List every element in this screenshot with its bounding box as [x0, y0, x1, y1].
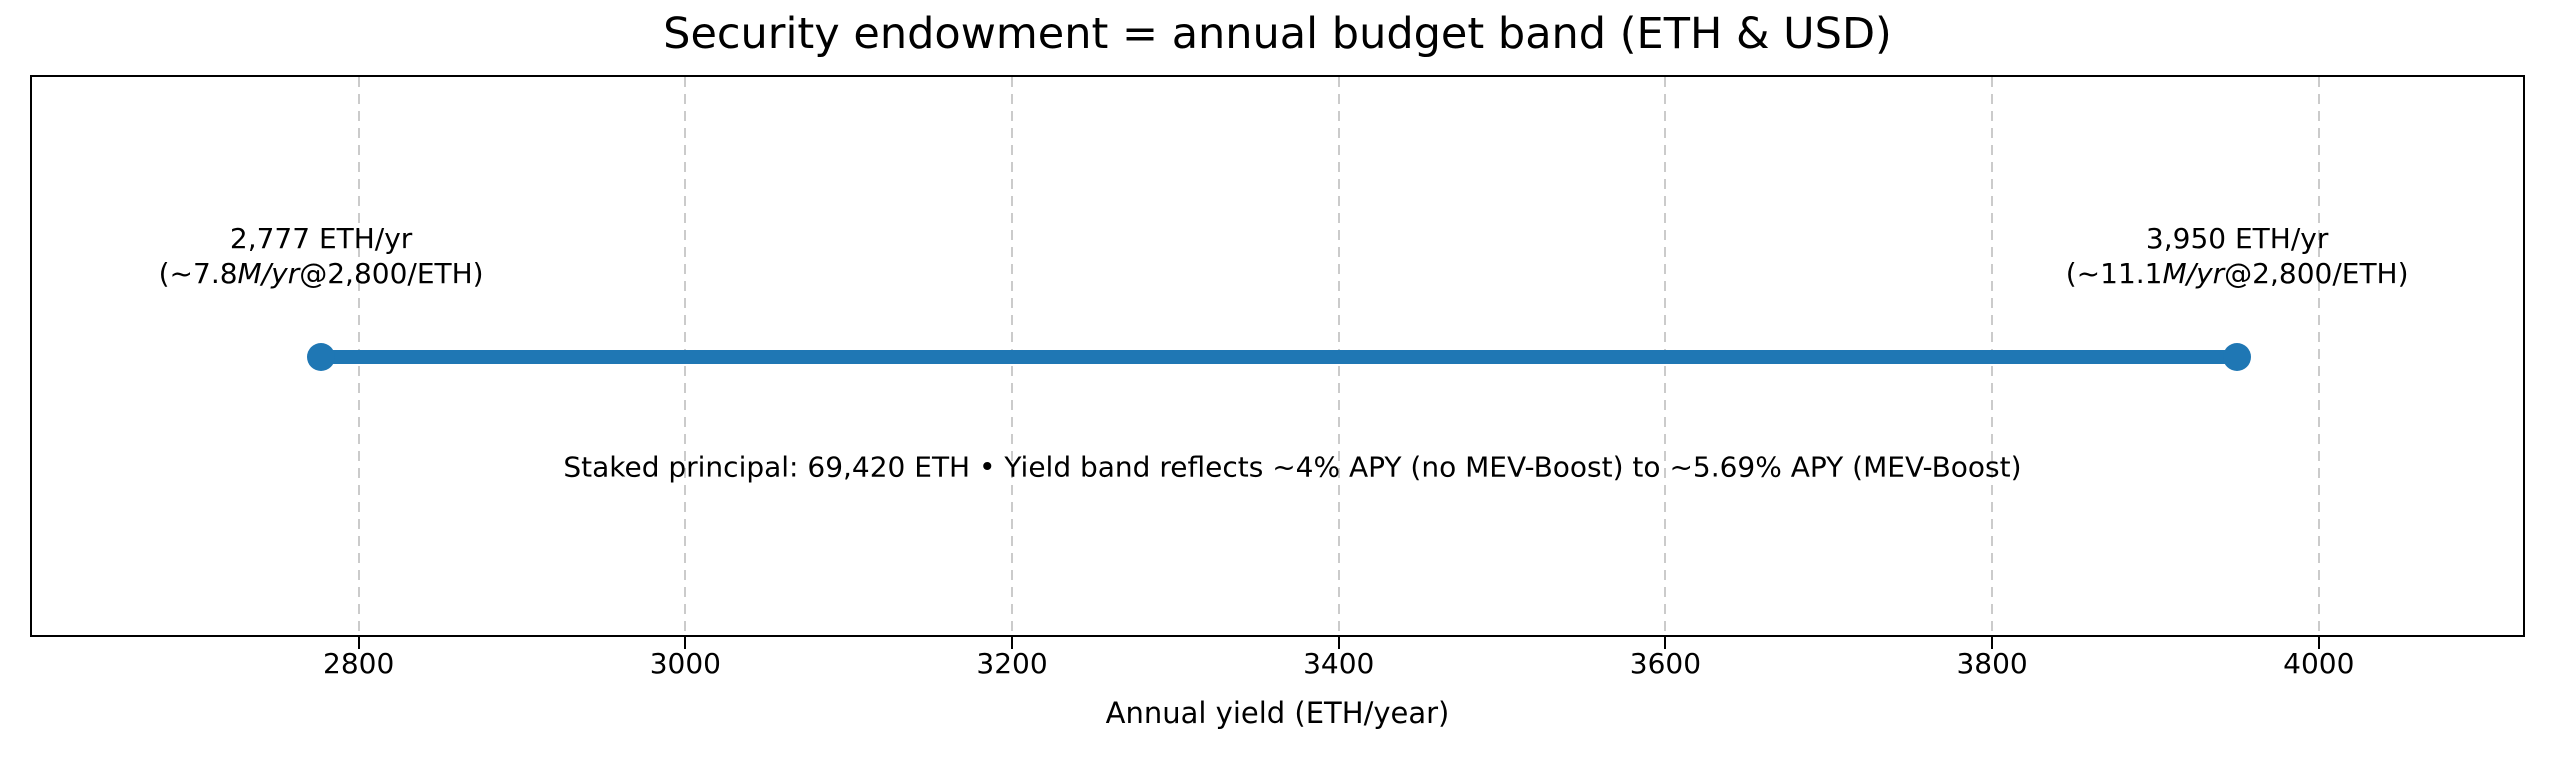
- x-tick-label: 2800: [323, 647, 395, 680]
- x-tick-mark: [357, 635, 360, 649]
- annotation-segment-italic: M/yr: [237, 256, 300, 290]
- chart-title: Security endowment = annual budget band …: [663, 9, 1892, 59]
- x-tick-label: 3400: [1303, 647, 1375, 680]
- x-tick-label: 3800: [1956, 647, 2028, 680]
- annotation-band-low-label: 2,777 ETH/yr (~7.8M/yr@2,800/ETH): [159, 221, 484, 291]
- x-tick-mark: [2317, 635, 2320, 649]
- annotation-line: (~7.8M/yr@2,800/ETH): [159, 256, 484, 291]
- x-tick-mark: [684, 635, 687, 649]
- x-gridline: [2317, 77, 2320, 635]
- x-tick-mark: [1991, 635, 1994, 649]
- annotation-segment: @2,800/ETH): [299, 256, 484, 290]
- x-tick-mark: [1011, 635, 1014, 649]
- annotation-caption: Staked principal: 69,420 ETH • Yield ban…: [563, 450, 2021, 485]
- annotation-segment: (~11.1: [2065, 256, 2163, 290]
- annotation-segment: 3,950 ETH/yr: [2145, 221, 2329, 255]
- annotation-segment-italic: M/yr: [2162, 256, 2225, 290]
- x-tick-label: 3000: [649, 647, 722, 680]
- annotation-segment: (~7.8: [158, 256, 238, 290]
- plot-area: 2800 3000 3200 3400 3600 3800 4000 2,777 ETH/yr…: [30, 75, 2525, 680]
- annotation-segment: @2,800/ETH): [2224, 256, 2409, 290]
- annotation-line: 3,950 ETH/yr: [2066, 221, 2409, 256]
- annotation-line: (~11.1M/yr@2,800/ETH): [2066, 256, 2409, 291]
- band-endpoint-marker-high: [2223, 343, 2252, 372]
- x-tick-mark: [1337, 635, 1340, 649]
- x-axis-label: Annual yield (ETH/year): [1105, 696, 1450, 730]
- annotation-band-high-label: 3,950 ETH/yr (~11.1M/yr@2,800/ETH): [2066, 221, 2409, 291]
- x-tick-mark: [1664, 635, 1667, 649]
- band-endpoint-marker-low: [307, 343, 336, 372]
- x-tick-label: 3600: [1629, 647, 1702, 680]
- annotation-line: Staked principal: 69,420 ETH • Yield ban…: [563, 450, 2021, 485]
- annotation-segment: Staked principal: 69,420 ETH • Yield ban…: [563, 450, 2022, 484]
- x-tick-label: 4000: [2283, 647, 2355, 680]
- annotation-line: 2,777 ETH/yr: [159, 221, 484, 256]
- band-line: [321, 350, 2238, 365]
- annotation-segment: 2,777 ETH/yr: [229, 221, 413, 255]
- x-tick-label: 3200: [976, 647, 1048, 680]
